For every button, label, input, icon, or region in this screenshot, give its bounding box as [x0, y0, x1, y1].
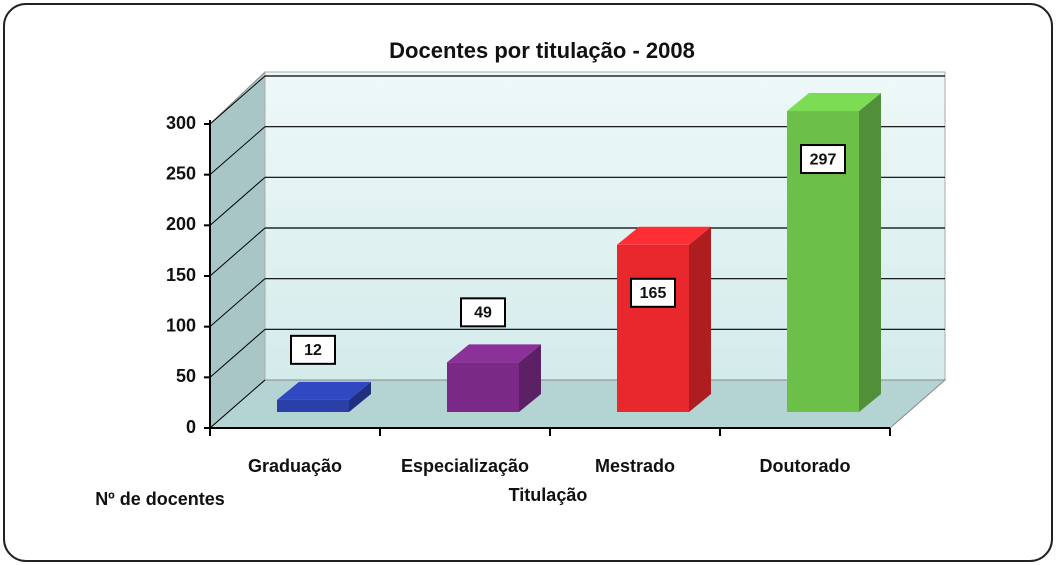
- value-label-box: [290, 334, 336, 365]
- value-label-box: [630, 277, 676, 308]
- y-tick-label: 150: [166, 265, 196, 285]
- bar-top: [617, 226, 711, 245]
- bar-side: [519, 344, 541, 412]
- grid-line: [209, 278, 266, 328]
- bar-top: [787, 93, 881, 112]
- grid-line: [209, 227, 266, 277]
- value-label: 49: [474, 305, 492, 322]
- value-label: 12: [304, 342, 322, 359]
- bar: [617, 244, 689, 412]
- chart-title: Docentes por titulação - 2008: [389, 38, 695, 63]
- side-wall: [209, 70, 266, 430]
- grid-line: [209, 328, 266, 378]
- bar-top: [277, 381, 371, 400]
- grid-line: [209, 176, 266, 226]
- y-tick-label: 100: [166, 315, 196, 335]
- y-tick-label: 200: [166, 214, 196, 234]
- grid-line: [209, 126, 266, 176]
- bar-side: [689, 226, 711, 412]
- x-tick-label: Doutorado: [760, 456, 851, 476]
- value-label: 297: [810, 151, 837, 168]
- x-tick-label: Mestrado: [595, 456, 675, 476]
- y-tick-label: 300: [166, 113, 196, 133]
- value-label-box: [460, 297, 506, 328]
- x-tick-label: Graduação: [248, 456, 342, 476]
- x-tick-label: Especialização: [401, 456, 529, 476]
- y-tick-label: 50: [176, 366, 196, 386]
- bar-side: [349, 381, 371, 412]
- bar-side: [859, 93, 881, 412]
- bar: [277, 399, 349, 412]
- value-label: 165: [640, 285, 667, 302]
- grid-line: [209, 379, 266, 429]
- y-tick-label: 250: [166, 163, 196, 183]
- y-axis-title: Nº de docentes: [95, 489, 225, 509]
- y-tick-label: 0: [186, 417, 196, 437]
- value-label-box: [800, 144, 846, 175]
- bar: [447, 362, 519, 412]
- grid-line: [209, 75, 266, 125]
- x-axis-title: Titulação: [509, 485, 588, 505]
- bar-top: [447, 344, 541, 363]
